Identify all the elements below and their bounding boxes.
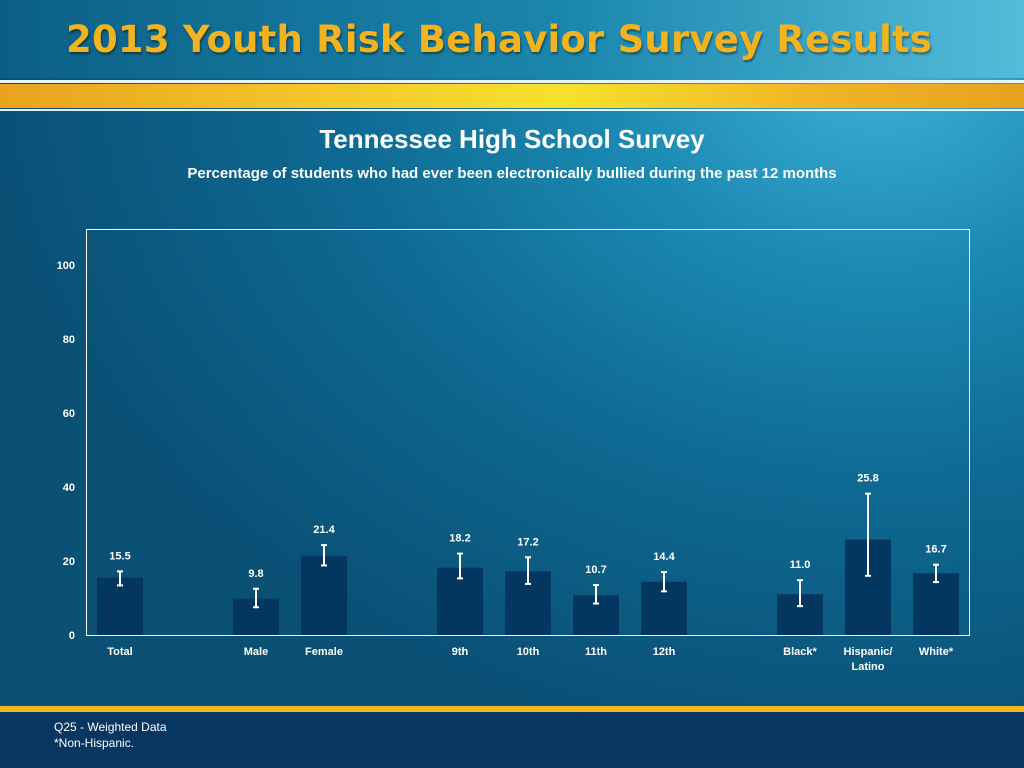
- header-rule-white: [0, 80, 1024, 83]
- y-tick-label: 0: [69, 630, 75, 642]
- y-tick-label: 100: [57, 260, 75, 272]
- chart-subtitle: Percentage of students who had ever been…: [187, 165, 837, 182]
- header-rule-white-lower: [0, 109, 1024, 111]
- bar-chart: 0 20 40 60 80 100 15.5 Total 9.8 Male 21.4 Female 18…: [57, 229, 970, 673]
- header-band: [0, 0, 1024, 78]
- y-tick-label: 20: [63, 556, 75, 568]
- category-label: 9th: [452, 646, 469, 658]
- category-label: Total: [107, 646, 132, 658]
- category-label: 11th: [585, 646, 607, 658]
- data-label: 9.8: [248, 568, 263, 580]
- data-label: 11.0: [790, 559, 811, 571]
- data-label: 25.8: [857, 473, 878, 485]
- category-label: Latino: [852, 661, 885, 673]
- footer-band: [0, 712, 1024, 768]
- data-label: 10.7: [585, 564, 606, 576]
- data-label: 17.2: [517, 536, 538, 548]
- category-label: Hispanic/: [844, 646, 893, 658]
- category-label: Black*: [783, 646, 817, 658]
- category-label: Female: [305, 646, 343, 658]
- category-label: 10th: [517, 646, 540, 658]
- category-label: 12th: [653, 646, 676, 658]
- plot-frame: [86, 229, 970, 636]
- data-label: 14.4: [653, 551, 675, 563]
- footnote-non-hispanic: *Non-Hispanic.: [54, 736, 135, 750]
- category-label: Male: [244, 646, 268, 658]
- y-tick-label: 60: [63, 408, 75, 420]
- bar: [913, 573, 959, 635]
- data-label: 16.7: [925, 544, 946, 556]
- data-label: 18.2: [449, 533, 470, 545]
- data-label: 15.5: [109, 550, 130, 562]
- footer-rule-gold: [0, 706, 1024, 712]
- y-tick-label: 80: [63, 334, 75, 346]
- bar: [97, 577, 143, 635]
- header-rule-gold: [0, 84, 1024, 108]
- category-label: White*: [919, 646, 954, 658]
- bar: [301, 555, 347, 635]
- slide-title: 2013 Youth Risk Behavior Survey Results: [66, 18, 933, 61]
- chart-title: Tennessee High School Survey: [319, 124, 705, 154]
- y-tick-label: 40: [63, 482, 75, 494]
- footnote-weighted: Q25 - Weighted Data: [54, 720, 167, 734]
- data-label: 21.4: [313, 524, 335, 536]
